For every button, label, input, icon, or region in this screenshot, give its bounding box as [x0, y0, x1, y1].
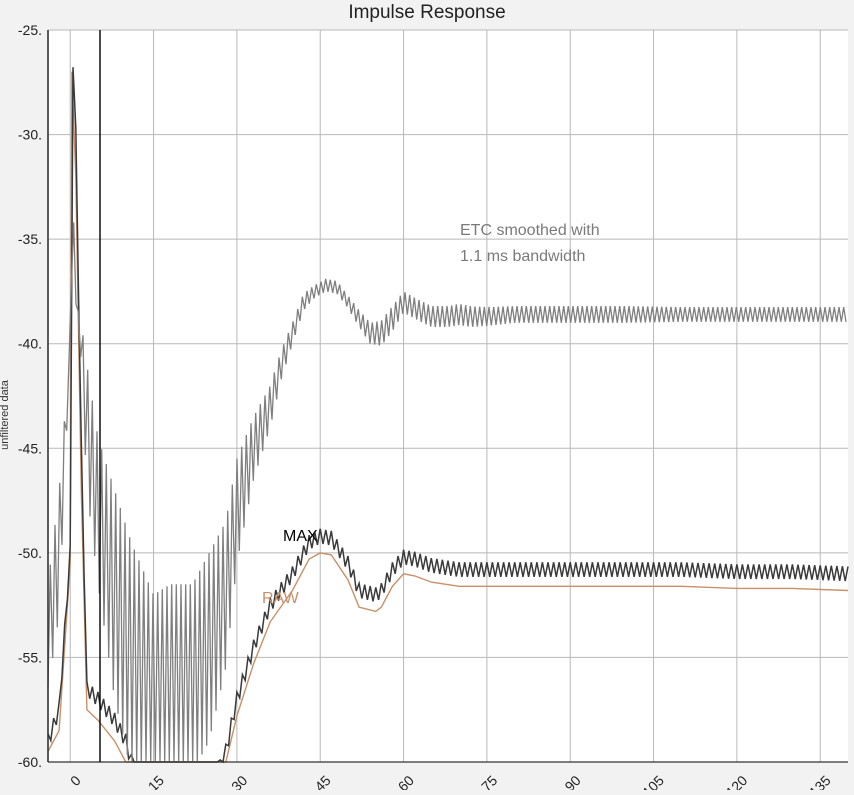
y-tick-label: -40.: [18, 336, 42, 352]
y-tick-label: -25.: [18, 22, 42, 38]
x-tick-label: 15: [145, 772, 167, 790]
x-tick-label: 75: [478, 772, 500, 790]
etc-annotation-line1: ETC smoothed with: [460, 222, 600, 239]
raw-envelope-line: [47, 71, 849, 763]
max-annotation: MAX: [283, 528, 318, 545]
x-tick-label: 90: [561, 772, 583, 790]
x-tick-label: 105: [639, 772, 667, 790]
raw-annotation: RAW: [262, 590, 300, 607]
etc-annotation-line2: 1.1 ms bandwidth: [460, 248, 585, 265]
y-tick-label: -60.: [18, 754, 42, 770]
axes-group: [47, 30, 848, 763]
y-tick-label: -55.: [18, 649, 42, 665]
y-tick-label: -30.: [18, 127, 42, 143]
etc-series-line: [47, 222, 847, 763]
x-tick-label: 30: [228, 772, 250, 790]
x-tick-label: 45: [311, 772, 333, 790]
y-tick-label: -50.: [18, 545, 42, 561]
y-tick-labels: -25. -30. -35. -40. -45. -50. -55. -60.: [18, 22, 42, 770]
x-tick-label: 60: [395, 772, 417, 790]
y-tick-label: -35.: [18, 231, 42, 247]
x-tick-label: 135: [806, 772, 834, 790]
y-axis-label: unfiltered data: [0, 379, 11, 450]
x-tick-label: 120: [723, 772, 751, 790]
x-tick-labels: 0 15 30 45 60 75 90 105 120 135: [67, 772, 834, 795]
x-tick-label: 0: [67, 772, 84, 789]
chart-title: Impulse Response: [348, 2, 505, 23]
grid: [48, 29, 848, 763]
y-tick-label: -45.: [18, 440, 42, 456]
